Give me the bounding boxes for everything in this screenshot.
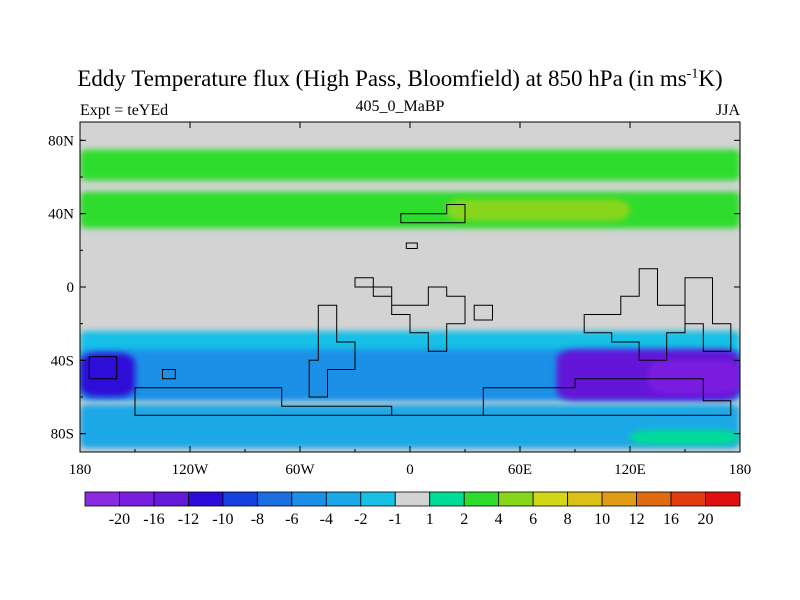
- colorbar-swatch: [498, 491, 534, 507]
- colorbar-label: 16: [663, 511, 679, 528]
- colorbar-label: 10: [594, 511, 610, 528]
- axes: 180 120W 60W 0 60E 120E 180 80N 40N 0 40S 80S: [48, 121, 752, 478]
- colorbar-label: -12: [178, 511, 199, 528]
- colorbar-label: -16: [143, 511, 164, 528]
- colorbar-label: 2: [460, 511, 468, 528]
- coastline: [400, 204, 466, 224]
- field-region: [446, 199, 630, 221]
- run-label: 405_0_MaBP: [355, 98, 445, 115]
- coastline: [134, 378, 732, 416]
- experiment-label: Expt = teYEd: [80, 102, 169, 119]
- coastline: [88, 356, 118, 380]
- colorbar-label: 12: [629, 511, 645, 528]
- coastline: [162, 369, 176, 380]
- x-tick-label: 180: [69, 462, 92, 478]
- field-region: [80, 149, 740, 181]
- colorbar-swatch: [153, 491, 189, 507]
- colorbar-swatch: [636, 491, 672, 507]
- colorbar-label: -10: [212, 511, 233, 528]
- colorbar-swatch: [222, 491, 258, 507]
- colorbar-swatch: [291, 491, 327, 507]
- colorbar-label: -2: [354, 511, 367, 528]
- colorbar-label: 1: [426, 511, 434, 528]
- colorbar-label: 8: [564, 511, 572, 528]
- y-tick-label: 0: [67, 280, 75, 296]
- coastline: [684, 277, 732, 352]
- x-tick-label: 0: [406, 462, 414, 478]
- y-tick-label: 40N: [48, 207, 74, 223]
- colorbar-label: -20: [109, 511, 130, 528]
- colorbar-label: 6: [529, 511, 537, 528]
- colorbar-swatch: [188, 491, 224, 507]
- field-region: [80, 353, 135, 397]
- x-tick-label: 120W: [172, 462, 210, 478]
- y-tick-label: 40S: [51, 353, 74, 369]
- field-region: [630, 430, 740, 445]
- x-tick-label: 180: [729, 462, 752, 478]
- colorbar-swatch: [360, 491, 396, 507]
- colorbar-swatch: [463, 491, 500, 507]
- coastline-outline: [88, 204, 732, 416]
- coastline: [473, 304, 493, 321]
- colorbar-swatch: [532, 491, 569, 507]
- colorbar-label: 4: [495, 511, 503, 528]
- colorbar-swatch: [119, 491, 155, 507]
- colorbar-swatch: [429, 491, 465, 507]
- x-tick-label: 60W: [285, 462, 315, 478]
- coastline: [354, 277, 466, 352]
- colorbar-label: -8: [251, 511, 264, 528]
- plot-area: [80, 122, 740, 452]
- x-tick-label: 60E: [508, 462, 532, 478]
- colorbar-swatch: [567, 491, 603, 507]
- field-region: [648, 360, 740, 394]
- coastline: [405, 242, 418, 249]
- colorbar-swatch: [705, 491, 741, 507]
- colorbar-label: -4: [320, 511, 333, 528]
- chart-title: Eddy Temperature flux (High Pass, Bloomf…: [77, 66, 723, 91]
- x-tick-label: 120E: [614, 462, 646, 478]
- colorbar-swatch: [670, 491, 706, 507]
- colorbar: -20 -16 -12 -10 -8 -6 -4 -2 -1 1 2 4 6 8 10 12 16 20: [84, 491, 741, 528]
- colorbar-label: -1: [389, 511, 402, 528]
- colorbar-swatch: [394, 491, 431, 507]
- colorbar-swatch: [256, 491, 293, 507]
- y-tick-label: 80S: [51, 427, 74, 443]
- colorbar-label: 20: [698, 511, 714, 528]
- colorbar-swatch: [84, 491, 120, 507]
- colorbar-label: -6: [285, 511, 298, 528]
- coastline: [583, 268, 686, 361]
- colorbar-swatch: [601, 491, 637, 507]
- season-label: JJA: [715, 102, 740, 119]
- coastline: [308, 304, 356, 398]
- colorbar-swatch: [325, 491, 362, 507]
- y-tick-label: 80N: [48, 133, 74, 149]
